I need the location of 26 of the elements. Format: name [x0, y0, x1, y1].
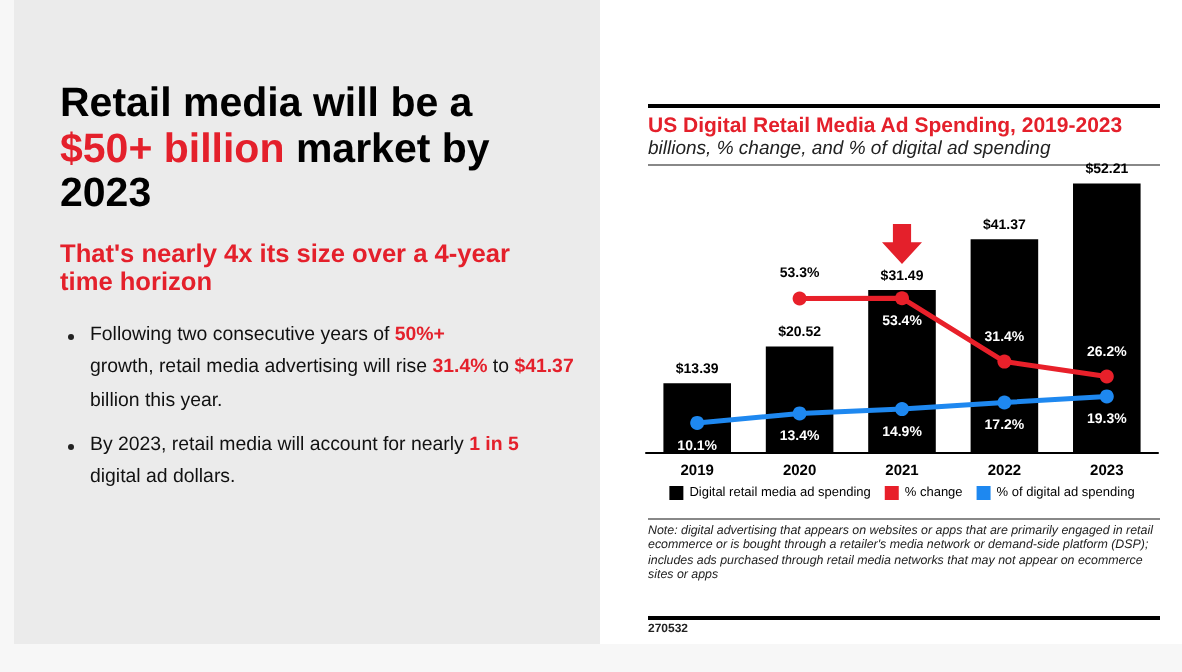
point	[690, 415, 705, 430]
text: growth, retail media advertising will rise	[90, 356, 428, 379]
text: Retail media will be a	[60, 80, 473, 126]
text: $50+ billion	[60, 125, 285, 171]
chart-title: US Digital Retail Media Ad Spending, 2019-2023	[648, 114, 1125, 138]
text: to	[492, 356, 509, 379]
text: That's nearly 4x its size over a 4-year time horizon	[60, 238, 510, 296]
point	[792, 406, 807, 421]
point	[1099, 389, 1114, 404]
text: 31.4%	[432, 356, 488, 379]
chart-subtitle: billions, % change, and % of digital ad spending	[648, 138, 1053, 160]
text: digital ad dollars.	[90, 466, 236, 489]
point	[895, 402, 909, 417]
point	[997, 354, 1012, 369]
point	[997, 395, 1012, 410]
text: market by	[295, 125, 490, 171]
text: 2023	[60, 170, 152, 216]
point	[895, 291, 909, 306]
point	[1099, 369, 1114, 384]
text: $41.37	[514, 356, 574, 379]
text: 1 in 5	[469, 434, 519, 456]
text: 50%+	[394, 324, 445, 346]
text: Following two consecutive years of	[90, 324, 390, 346]
point	[792, 291, 807, 306]
text: billion this year.	[90, 389, 223, 412]
text: By 2023, retail media will account for nearly	[90, 434, 464, 456]
